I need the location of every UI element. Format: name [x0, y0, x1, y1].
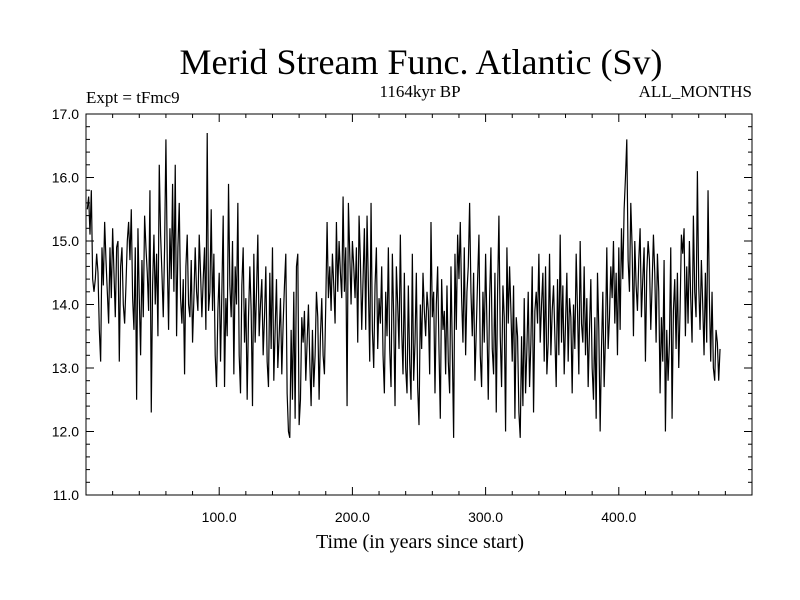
months-label: ALL_MONTHS [639, 82, 752, 101]
y-tick-label: 14.0 [52, 297, 79, 313]
y-tick-label: 12.0 [52, 424, 79, 440]
y-tick-label: 16.0 [52, 170, 79, 186]
x-tick-label: 300.0 [468, 509, 503, 525]
y-tick-label: 17.0 [52, 106, 79, 122]
plot-frame [85, 113, 753, 496]
series-group [86, 133, 721, 438]
period-label: 1164kyr BP [379, 82, 460, 101]
y-tick-label: 15.0 [52, 233, 79, 249]
axis-ticks: 100.0 200.0 300.0 400.0 11.0 12.0 13.0 14.0 15.0… [52, 106, 752, 525]
x-tick-label: 200.0 [335, 509, 370, 525]
x-tick-label: 100.0 [202, 509, 237, 525]
y-tick-label: 13.0 [52, 360, 79, 376]
chart-title: Merid Stream Func. Atlantic (Sv) [180, 42, 663, 82]
series-line-0 [86, 133, 721, 438]
x-tick-label: 400.0 [601, 509, 636, 525]
x-axis-label: Time (in years since start) [316, 531, 524, 553]
experiment-label: Expt = tFmc9 [86, 88, 180, 107]
y-tick-label: 11.0 [53, 487, 79, 503]
